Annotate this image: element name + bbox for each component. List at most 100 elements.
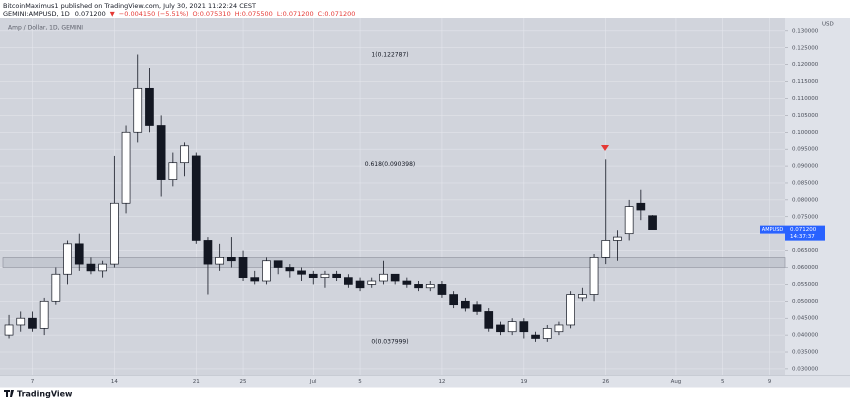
candle-body xyxy=(74,243,84,265)
x-tick-label: 21 xyxy=(193,379,200,385)
y-tick-label: 0.125000 xyxy=(792,45,819,51)
candle-body xyxy=(390,273,400,282)
candle-body xyxy=(98,263,108,272)
y-tick-label: 0.045000 xyxy=(792,316,819,322)
candle-body xyxy=(554,324,564,333)
x-tick-label: 25 xyxy=(240,379,247,385)
y-tick-label: 0.085000 xyxy=(792,180,819,186)
candle-body xyxy=(566,294,576,326)
support-zone xyxy=(2,257,786,268)
price-tag xyxy=(785,225,825,241)
candle-body xyxy=(437,284,447,295)
price-axis xyxy=(785,18,850,375)
candle-body xyxy=(613,236,622,241)
candle-body xyxy=(484,311,494,329)
candle-body xyxy=(28,317,37,329)
y-tick-label: 0.050000 xyxy=(792,299,819,305)
candle-body xyxy=(109,202,119,265)
candle-body xyxy=(519,321,529,333)
candle-body xyxy=(320,273,330,278)
candle-body xyxy=(355,280,365,289)
symbol: GEMINI:AMPUSD, 1D xyxy=(3,10,70,18)
candle-body xyxy=(332,273,341,278)
change: −0.004150 (−5.51%) xyxy=(119,10,189,18)
brand-name: TradingView xyxy=(17,390,73,399)
brand: TradingView xyxy=(4,390,73,399)
candle-body xyxy=(402,280,412,285)
candle-body xyxy=(39,300,49,329)
signal-arrow xyxy=(601,145,609,151)
fib-level-label: 1(0.122787) xyxy=(371,52,408,59)
candle-body xyxy=(414,284,423,289)
y-tick-label: 0.075000 xyxy=(792,214,819,220)
candle-body xyxy=(227,257,236,262)
candle-body xyxy=(133,87,143,133)
change-arrow: ▼ xyxy=(110,10,115,18)
y-tick-label: 0.130000 xyxy=(792,28,819,34)
ohlc-value: H:0.075500 xyxy=(235,10,273,18)
candle-body xyxy=(308,273,318,278)
candle-body xyxy=(449,294,458,306)
grid xyxy=(0,18,785,375)
candle-body xyxy=(461,300,470,309)
candle-body xyxy=(601,240,611,258)
x-tick-label: 5 xyxy=(721,379,725,385)
x-tick-label: 9 xyxy=(768,379,772,385)
fib-level-label: 0(0.037999) xyxy=(371,338,408,345)
candle-body xyxy=(16,317,26,326)
publisher-line: BitcoinMaximus1 published on TradingView… xyxy=(3,2,256,10)
candle-body xyxy=(531,334,540,339)
candle-body xyxy=(542,327,552,339)
candle-body xyxy=(589,257,599,295)
candle-body xyxy=(636,202,646,211)
ohlc-value: O:0.075310 xyxy=(193,10,231,18)
candle-body xyxy=(344,277,353,285)
candle-body xyxy=(238,257,248,278)
candle-body xyxy=(285,267,295,272)
fib-level-label: 0.618(0.090398) xyxy=(365,161,416,168)
candle-body xyxy=(191,155,201,241)
ohlc-value: C:0.071200 xyxy=(318,10,356,18)
axis-unit: USD xyxy=(822,22,834,28)
candle-body xyxy=(273,260,283,268)
x-tick-label: 12 xyxy=(438,379,445,385)
x-tick-label: 14 xyxy=(111,379,118,385)
y-tick-label: 0.065000 xyxy=(792,248,819,254)
candle-body xyxy=(425,284,435,289)
candle-body xyxy=(250,277,260,282)
candle-body xyxy=(168,162,178,180)
candle-body xyxy=(648,215,657,230)
x-tick-label: 19 xyxy=(520,379,527,385)
brand-logo xyxy=(4,390,14,397)
y-tick-label: 0.100000 xyxy=(792,130,819,136)
y-tick-label: 0.035000 xyxy=(792,350,819,356)
candle-body xyxy=(51,273,61,302)
candle-body xyxy=(4,324,14,336)
candle-body xyxy=(145,87,154,126)
time-axis xyxy=(0,375,850,388)
candle-body xyxy=(472,304,482,312)
last-price: 0.071200 xyxy=(75,10,106,18)
y-tick-label: 0.120000 xyxy=(792,62,819,68)
symbol-tag-text: AMPUSD xyxy=(762,227,784,233)
chart-title: Amp / Dollar, 1D, GEMINI xyxy=(8,25,83,32)
y-tick-label: 0.030000 xyxy=(792,366,819,372)
y-tick-label: 0.060000 xyxy=(792,265,819,271)
x-tick-label: 26 xyxy=(602,379,609,385)
y-tick-label: 0.080000 xyxy=(792,197,819,203)
candle-body xyxy=(121,131,131,204)
x-tick-label: Aug xyxy=(671,379,682,385)
countdown-text: 14:37:37 xyxy=(790,234,815,240)
symbol-tag xyxy=(760,225,785,234)
candle-body xyxy=(63,243,72,275)
candle-body xyxy=(496,324,505,333)
ohlc-value: L:0.071200 xyxy=(277,10,314,18)
candle-body xyxy=(624,206,634,235)
x-tick-label: 7 xyxy=(31,379,35,385)
x-tick-label: 5 xyxy=(358,379,362,385)
price-tag-text: 0.071200 xyxy=(790,227,817,233)
candle-body xyxy=(367,280,377,285)
candle-body xyxy=(577,294,587,299)
candle-body xyxy=(297,270,306,275)
